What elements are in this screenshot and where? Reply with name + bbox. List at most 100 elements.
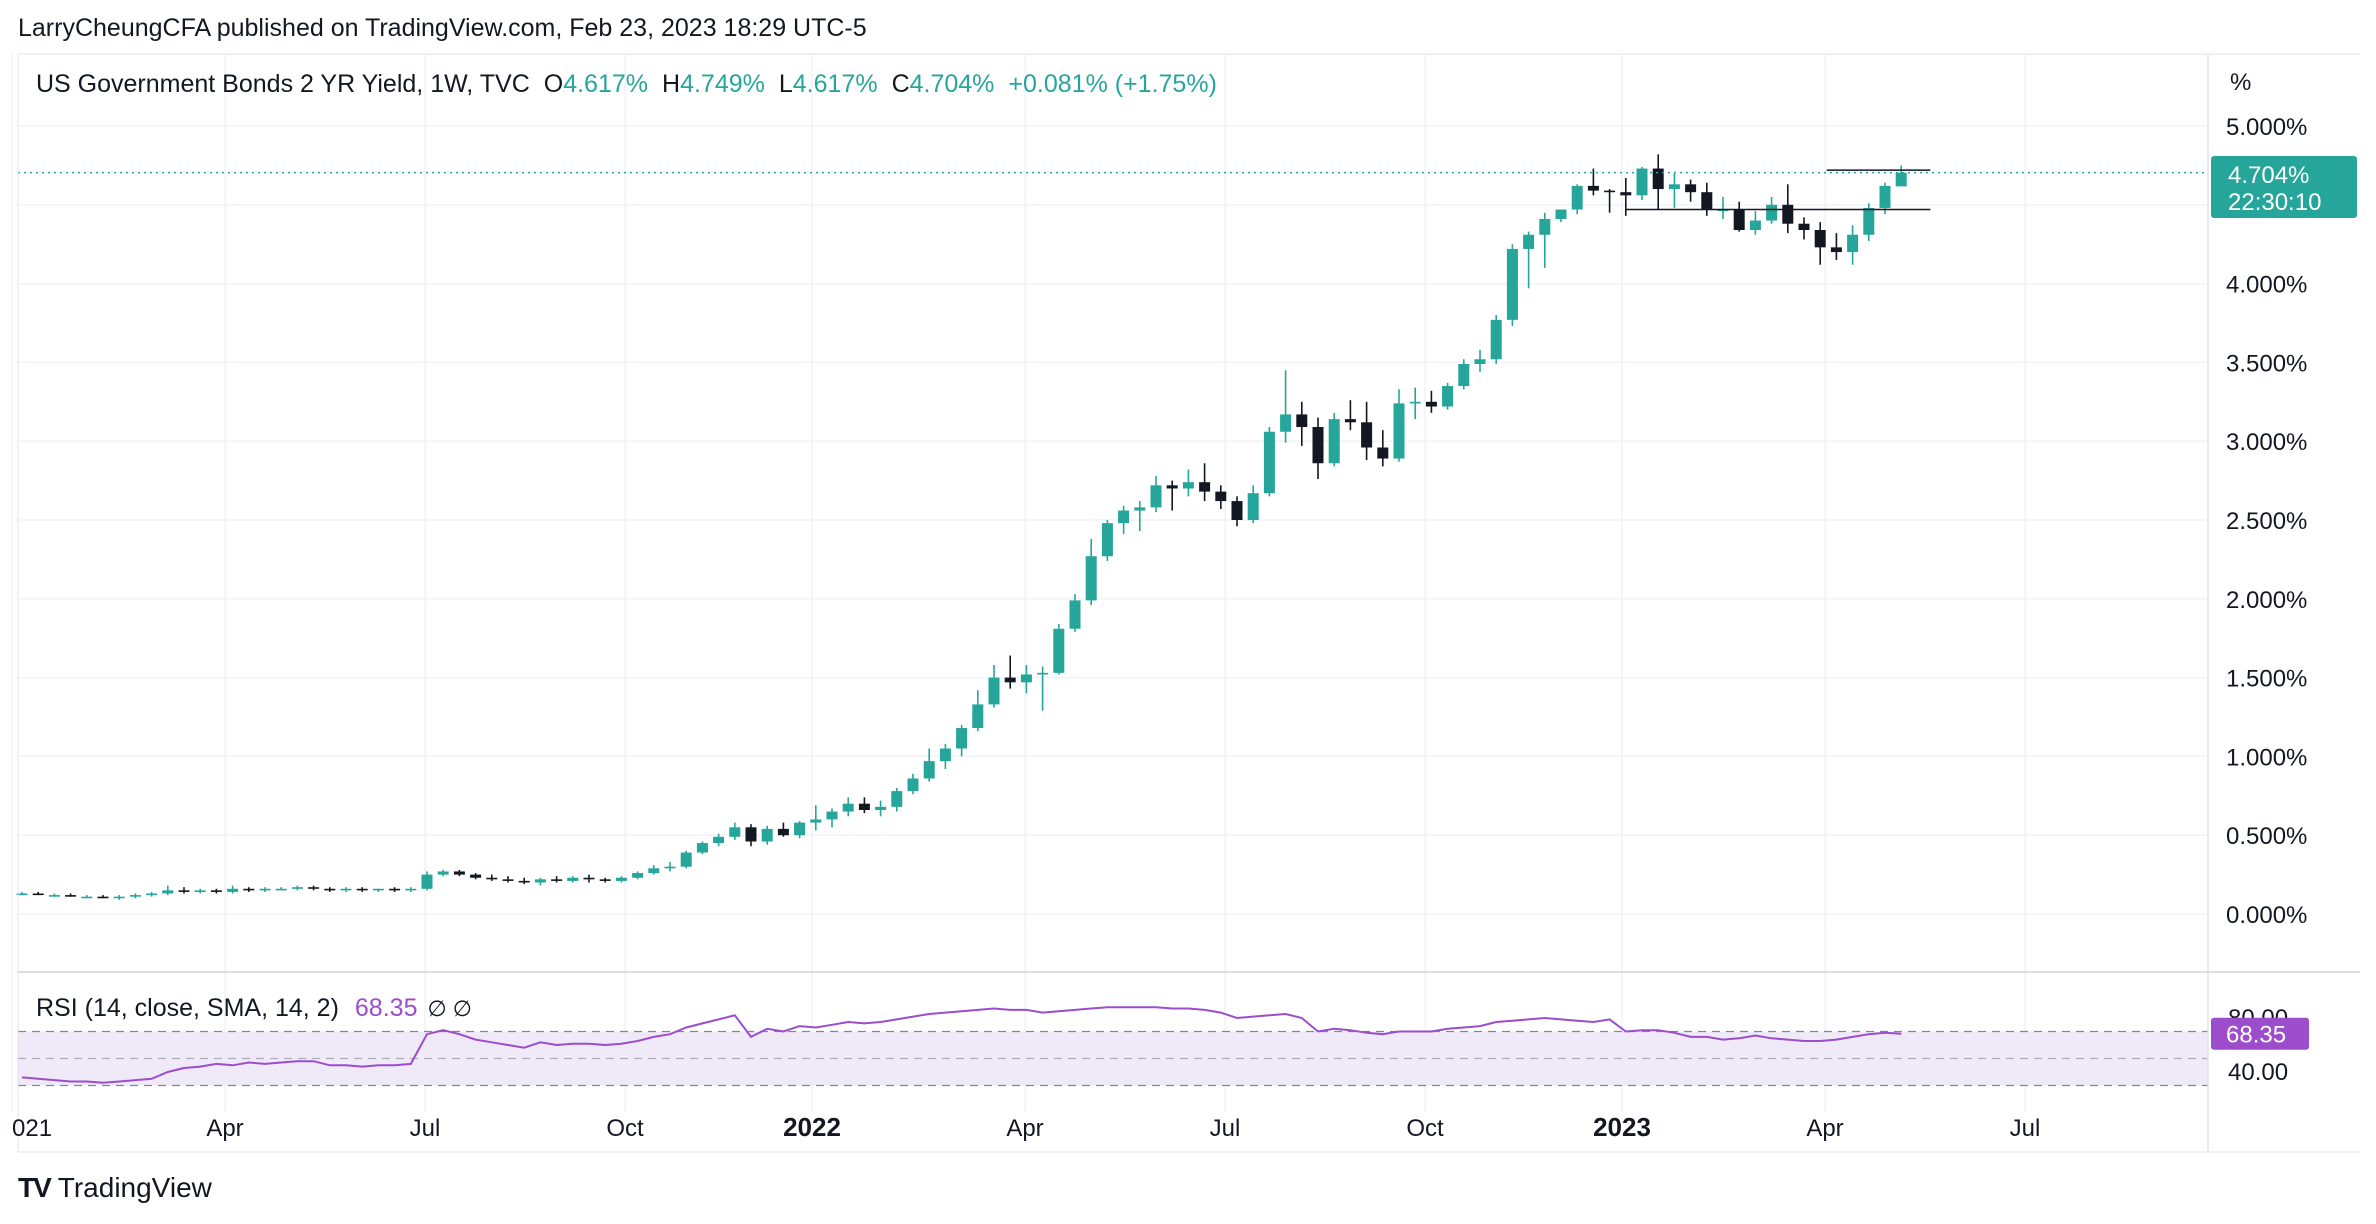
- candle-body: [1361, 422, 1373, 448]
- candle-body: [1409, 401, 1421, 404]
- candle-body: [518, 880, 530, 883]
- price-tick-label: 0.000%: [2226, 902, 2307, 929]
- candle-body: [1166, 485, 1178, 489]
- high-label: H: [662, 70, 681, 98]
- candle-body: [696, 843, 708, 853]
- time-tick-label: Jul: [410, 1115, 441, 1142]
- rsi-line: [21, 1006, 1902, 1084]
- candle-body: [1798, 223, 1810, 231]
- candle-body: [1020, 674, 1032, 683]
- candle-body: [275, 888, 287, 891]
- candle-body: [810, 819, 822, 823]
- candle-body: [1004, 677, 1016, 683]
- time-tick-label: Oct: [1406, 1115, 1444, 1142]
- candle-body: [389, 888, 401, 891]
- candle-body: [1134, 507, 1146, 511]
- time-tick-label: Jul: [1210, 1115, 1241, 1142]
- candle-body: [1182, 482, 1194, 489]
- ohlc-legend: US Government Bonds 2 YR Yield, 1W, TVC …: [36, 70, 1217, 99]
- candle-body: [453, 871, 465, 875]
- price-tick-label: 2.000%: [2226, 587, 2307, 614]
- time-tick-label: Apr: [1006, 1115, 1043, 1142]
- rsi-value-badge: [2211, 1017, 2309, 1050]
- candle-body: [1701, 192, 1713, 210]
- candle-body: [470, 874, 482, 878]
- close-label: C: [891, 70, 910, 98]
- candle-body: [1782, 204, 1794, 224]
- price-tick-label: 5.000%: [2226, 114, 2307, 141]
- candle-body: [1118, 510, 1130, 524]
- price-tick-label: 4.000%: [2226, 272, 2307, 299]
- candle-body: [713, 836, 725, 844]
- candle-body: [1895, 172, 1907, 187]
- candle-body: [1620, 192, 1632, 196]
- candle-body: [551, 879, 563, 881]
- price-tick-label: 1.500%: [2226, 666, 2307, 693]
- countdown-text: 22:30:10: [2228, 189, 2321, 216]
- low-label: L: [778, 70, 793, 98]
- candle-body: [97, 896, 109, 899]
- time-tick-label: Jul: [2010, 1115, 2041, 1142]
- candle-body: [1215, 491, 1227, 502]
- candle-body: [1749, 220, 1761, 231]
- candle-body: [939, 748, 951, 762]
- candle-body: [632, 873, 644, 878]
- candle-body: [1425, 401, 1437, 407]
- candle-body: [1668, 184, 1680, 190]
- candle-body: [1879, 185, 1891, 208]
- candle-body: [356, 888, 368, 891]
- price-tick-label: 2.500%: [2226, 508, 2307, 535]
- candle-body: [534, 879, 546, 883]
- tradingview-logo[interactable]: TV TradingView: [18, 1172, 212, 1204]
- candle-body: [308, 887, 320, 889]
- candle-body: [1636, 168, 1648, 196]
- candle-body: [243, 888, 255, 891]
- time-tick-label: Apr: [206, 1115, 243, 1142]
- candle-body: [923, 761, 935, 779]
- candle-body: [372, 888, 384, 891]
- candle-body: [1393, 403, 1405, 459]
- change-value: +0.081% (+1.75%): [1008, 70, 1217, 98]
- candle-body: [794, 822, 806, 836]
- candle-body: [988, 677, 1000, 705]
- price-tick-label: 3.500%: [2226, 350, 2307, 377]
- candle-body: [1474, 359, 1486, 364]
- candle-body: [745, 827, 757, 842]
- current-price-text: 4.704%: [2228, 162, 2309, 189]
- candle-body: [502, 879, 514, 881]
- horizontal-lines: [18, 169, 2208, 211]
- candle-body: [956, 728, 968, 749]
- candle-body: [178, 890, 190, 892]
- candle-body: [227, 888, 239, 892]
- candle-body: [1539, 218, 1551, 235]
- price-tick-label: 1.000%: [2226, 744, 2307, 771]
- time-tick-label: Oct: [606, 1115, 644, 1142]
- time-tick-label: Apr: [1806, 1115, 1843, 1142]
- candle-body: [648, 868, 660, 874]
- tradingview-mark-icon: TV: [18, 1172, 52, 1203]
- rsi-label[interactable]: RSI (14, close, SMA, 14, 2): [36, 994, 339, 1022]
- symbol-title[interactable]: US Government Bonds 2 YR Yield, 1W, TVC: [36, 70, 530, 98]
- candle-body: [858, 803, 870, 810]
- candle-body: [1442, 386, 1454, 407]
- price-grid: [11, 54, 2208, 1112]
- candle-body: [421, 874, 433, 889]
- candle-body: [81, 896, 93, 899]
- candle-body: [1037, 672, 1049, 675]
- candle-body: [48, 895, 60, 897]
- candle-body: [599, 879, 611, 881]
- current-price-badge: [2211, 156, 2357, 218]
- candle-body: [1766, 204, 1778, 221]
- candle-body: [1490, 319, 1502, 360]
- candle-body: [1830, 247, 1842, 253]
- candle-body: [1053, 628, 1065, 673]
- candle-body: [891, 791, 903, 807]
- open-label: O: [543, 70, 564, 98]
- candle-body: [405, 888, 417, 891]
- axes-group: 0.000% 0.500% 1.000% 1.500% 2.000% 2.500% 3.00…: [12, 53, 2360, 1153]
- price-unit-label: %: [2230, 69, 2251, 96]
- candle-body: [664, 866, 676, 869]
- candle-body: [146, 893, 158, 896]
- candle-body: [1312, 427, 1324, 464]
